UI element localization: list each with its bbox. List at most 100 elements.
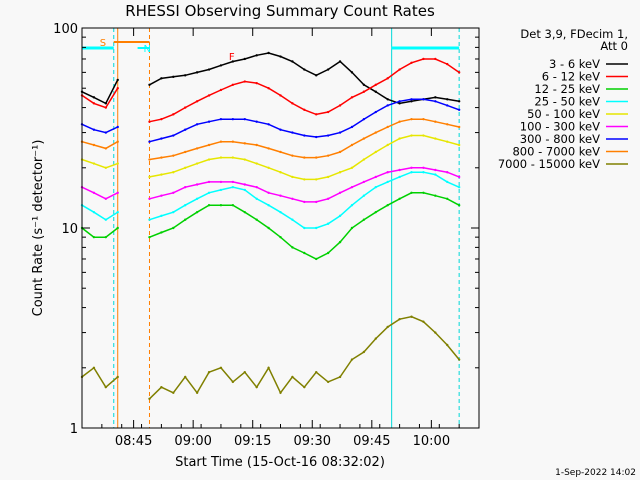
- y-tick-label-1: 1: [70, 422, 78, 437]
- data-point-0-16: [291, 60, 294, 63]
- data-point-6-22: [362, 117, 366, 121]
- data-point-1-16: [291, 102, 294, 105]
- data-point-4-23: [374, 150, 377, 154]
- data-point-8-10: [219, 366, 223, 369]
- data-point-7-16: [291, 154, 294, 157]
- data-point-6-17: [303, 134, 306, 137]
- data-point-1-23: [374, 83, 377, 86]
- series-line-5-pre: [81, 186, 119, 200]
- data-point-0-12: [243, 57, 246, 61]
- data-point-0-30: [457, 100, 461, 103]
- data-point-6-8: [195, 123, 199, 126]
- data-point-0-19: [326, 68, 330, 71]
- data-point-7-24: [386, 125, 389, 129]
- tick-layer: 1 10 100 08:45 09:00 09:15 09:30 09:45 10:00: [53, 22, 480, 449]
- data-point-8-22: [362, 350, 366, 354]
- flag-label-F: F: [229, 52, 235, 63]
- data-point-1-5: [160, 117, 163, 121]
- data-point-7-25: [398, 120, 401, 123]
- data-point-2-15: [279, 235, 282, 239]
- legend-label-1: 6 - 12 keV: [542, 70, 600, 84]
- data-point-3-4: [148, 218, 151, 221]
- data-point-0-22: [362, 83, 366, 86]
- data-point-2-16: [291, 246, 294, 249]
- data-point-5-11: [231, 180, 235, 184]
- data-point-0-13: [255, 54, 258, 57]
- data-point-4-14: [267, 166, 270, 169]
- data-point-0-9: [207, 68, 211, 71]
- data-point-2-21: [350, 226, 354, 230]
- data-point-7-8: [195, 147, 199, 150]
- data-point-8-5: [160, 385, 163, 389]
- data-point-2-8: [195, 210, 199, 214]
- data-point-4-10: [219, 156, 223, 159]
- data-point-1-27: [422, 57, 425, 61]
- data-point-4-17: [303, 178, 306, 181]
- series-line-6-pre: [81, 123, 119, 134]
- data-point-3-7: [184, 204, 187, 207]
- data-point-5-15: [279, 194, 282, 197]
- data-point-6-23: [374, 110, 377, 114]
- data-point-1-8: [195, 100, 199, 103]
- data-point-6-4: [148, 140, 151, 143]
- data-point-6-20: [338, 131, 342, 134]
- data-point-2-30: [457, 204, 461, 207]
- data-point-1-20: [338, 104, 342, 107]
- data-point-0-7: [184, 74, 187, 77]
- x-tick-label-1: 09:00: [174, 434, 211, 449]
- data-point-4-27: [422, 134, 425, 137]
- data-point-2-20: [338, 240, 342, 244]
- data-point-6-12: [243, 117, 246, 121]
- data-point-8-19: [326, 380, 330, 384]
- data-point-6-15: [279, 128, 282, 131]
- data-point-6-9: [207, 120, 211, 123]
- data-point-6-11: [231, 117, 235, 121]
- data-point-8-6: [172, 391, 175, 394]
- data-point-1-30: [457, 71, 461, 74]
- data-point-0-29: [446, 98, 449, 101]
- y-tick-label-100: 100: [53, 22, 78, 37]
- legend-label-7: 800 - 7000 keV: [512, 145, 600, 159]
- data-point-7-21: [350, 143, 354, 147]
- data-point-3-15: [279, 210, 282, 214]
- data-point-2-28: [434, 194, 437, 197]
- data-point-3-24: [386, 180, 389, 184]
- data-point-0-11: [231, 60, 235, 63]
- data-point-3-23: [374, 185, 377, 189]
- data-point-0-24: [386, 98, 389, 101]
- data-point-2-27: [422, 191, 425, 194]
- data-point-2-3: [116, 226, 119, 230]
- series-line-8-pre: [81, 366, 119, 389]
- data-point-0-10: [219, 64, 223, 67]
- data-point-8-25: [398, 317, 401, 321]
- data-point-1-2: [104, 106, 108, 109]
- data-point-0-17: [303, 68, 306, 71]
- data-point-1-24: [386, 77, 389, 80]
- data-point-8-9: [207, 371, 211, 374]
- series-4: [80, 134, 461, 181]
- data-point-8-2: [104, 385, 108, 389]
- data-point-4-12: [243, 158, 246, 161]
- data-point-2-13: [255, 218, 258, 221]
- data-point-4-8: [195, 162, 199, 165]
- plot-area: [82, 28, 479, 428]
- data-point-5-19: [326, 197, 330, 200]
- data-point-6-19: [326, 134, 330, 137]
- data-point-8-29: [446, 343, 449, 347]
- data-point-5-24: [386, 171, 389, 174]
- data-point-8-27: [422, 320, 425, 323]
- data-point-4-15: [279, 171, 282, 174]
- data-point-5-25: [398, 168, 401, 172]
- data-point-1-28: [434, 57, 437, 61]
- data-point-5-3: [116, 191, 119, 194]
- data-point-7-20: [338, 150, 342, 154]
- data-point-1-1: [92, 102, 96, 105]
- x-tick-label-2: 09:15: [234, 434, 271, 449]
- data-point-1-11: [231, 83, 235, 86]
- data-point-0-18: [315, 74, 318, 77]
- data-point-1-4: [148, 120, 151, 123]
- data-point-3-2: [104, 218, 108, 221]
- data-point-1-10: [219, 88, 223, 92]
- data-point-3-13: [255, 197, 258, 200]
